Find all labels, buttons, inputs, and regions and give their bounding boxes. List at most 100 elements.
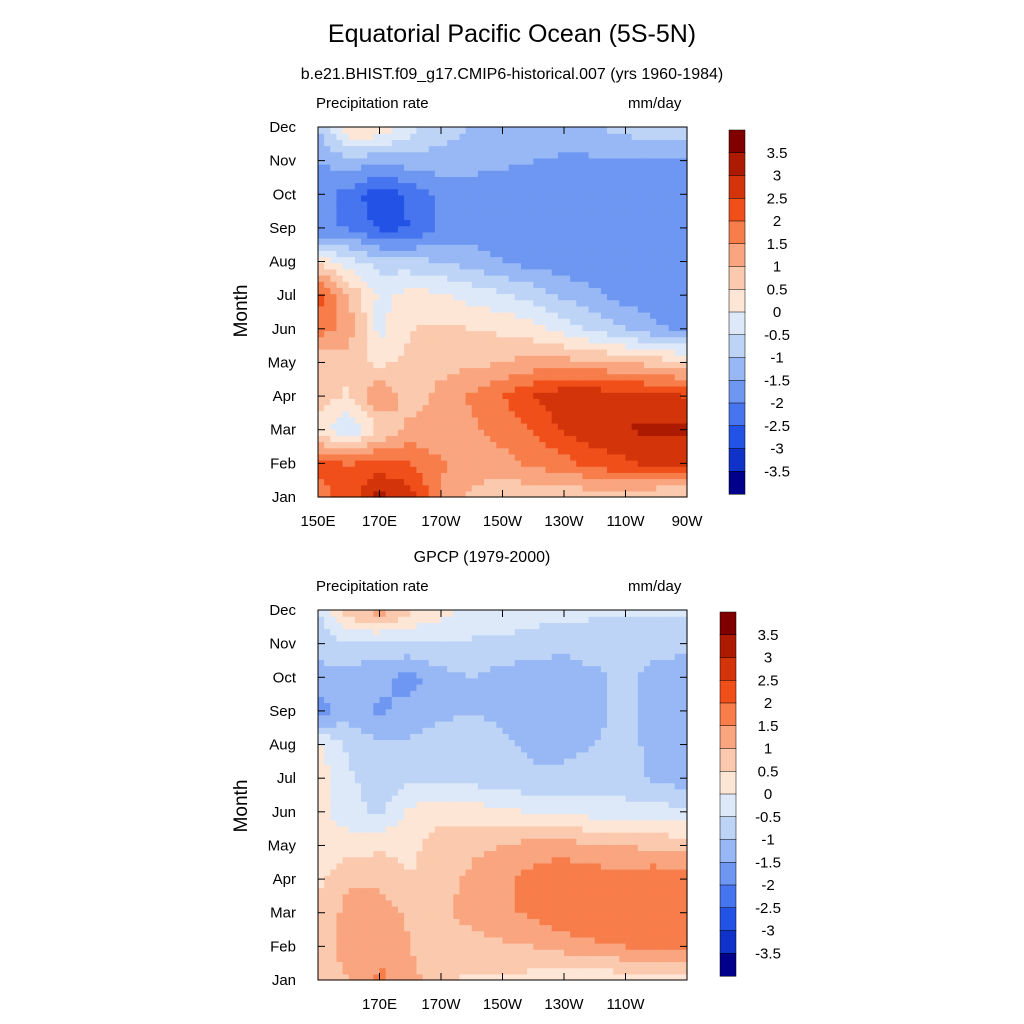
heatmap-cell <box>336 145 344 153</box>
heatmap-cell <box>453 293 461 301</box>
heatmap-cell <box>551 250 559 258</box>
heatmap-cell <box>643 967 651 975</box>
heatmap-cell <box>471 336 479 344</box>
heatmap-cell <box>570 330 577 338</box>
heatmap-cell <box>600 145 608 153</box>
heatmap-cell <box>600 484 608 492</box>
heatmap-cell <box>668 299 676 307</box>
heatmap-cell <box>410 213 417 221</box>
heatmap-cell <box>650 460 657 467</box>
heatmap-cell <box>570 127 577 134</box>
heatmap-cell <box>447 238 454 245</box>
heatmap-cell <box>348 386 356 393</box>
heatmap-cell <box>594 305 602 313</box>
heatmap-cell <box>391 392 399 399</box>
heatmap-cell <box>594 887 602 895</box>
heatmap-cell <box>539 312 547 319</box>
heatmap-cell <box>348 157 356 165</box>
heatmap-cell <box>650 453 657 461</box>
heatmap-cell <box>453 435 461 443</box>
heatmap-cell <box>354 170 362 177</box>
heatmap-cell <box>459 213 467 221</box>
heatmap-cell <box>643 404 651 412</box>
heatmap-cell <box>404 201 411 208</box>
heatmap-cell <box>607 869 614 876</box>
heatmap-cell <box>471 484 479 492</box>
heatmap-cell <box>410 133 417 140</box>
heatmap-cell <box>465 225 473 233</box>
heatmap-cell <box>539 336 547 344</box>
heatmap-cell <box>545 133 553 140</box>
heatmap-cell <box>570 386 577 393</box>
heatmap-cell <box>447 887 454 895</box>
heatmap-cell <box>496 949 504 956</box>
heatmap-cell <box>330 324 338 332</box>
heatmap-cell <box>391 429 399 436</box>
heatmap-cell <box>361 850 368 858</box>
heatmap-cell <box>607 238 614 245</box>
heatmap-cell <box>600 293 608 301</box>
heatmap-cell <box>348 460 356 467</box>
heatmap-cell <box>656 875 663 882</box>
heatmap-cell <box>570 373 577 381</box>
heatmap-cell <box>447 850 454 858</box>
heatmap-cell <box>662 281 670 288</box>
heatmap-cell <box>508 379 516 387</box>
heatmap-cell <box>422 275 430 282</box>
heatmap-cell <box>484 133 491 140</box>
heatmap-cell <box>434 336 442 344</box>
heatmap-cell <box>570 912 577 919</box>
heatmap-cell <box>441 478 448 486</box>
heatmap-cell <box>465 287 473 295</box>
heatmap-cell <box>379 392 387 399</box>
heatmap-cell <box>336 293 344 301</box>
heatmap-cell <box>508 410 516 418</box>
heatmap-cell <box>318 924 325 932</box>
heatmap-cell <box>416 361 424 369</box>
heatmap-cell <box>459 201 467 208</box>
heatmap-cell <box>459 293 467 301</box>
heatmap-cell <box>539 139 547 147</box>
heatmap-cell <box>613 275 620 282</box>
heatmap-cell <box>607 881 614 889</box>
heatmap-cell <box>336 324 344 332</box>
heatmap-cell <box>391 404 399 412</box>
heatmap-cell <box>502 262 510 270</box>
heatmap-cell <box>656 856 663 864</box>
heatmap-cell <box>422 305 430 313</box>
heatmap-cell <box>318 869 325 876</box>
heatmap-cell <box>373 899 381 907</box>
heatmap-cell <box>625 312 633 319</box>
heatmap-cell <box>354 305 362 313</box>
heatmap-cell <box>637 324 645 332</box>
heatmap-cell <box>354 281 362 288</box>
heatmap-cell <box>404 262 411 270</box>
heatmap-cell <box>662 893 670 901</box>
heatmap-cell <box>576 355 584 362</box>
heatmap-cell <box>397 460 405 467</box>
heatmap-cell <box>441 139 448 147</box>
heatmap-cell <box>557 287 565 295</box>
heatmap-cell <box>397 850 405 858</box>
heatmap-cell <box>397 906 405 913</box>
heatmap-cell <box>514 899 522 907</box>
heatmap-cell <box>484 293 491 301</box>
heatmap-cell <box>594 170 602 177</box>
heatmap-cell <box>428 170 436 177</box>
heatmap-cell <box>391 238 399 245</box>
heatmap-cell <box>447 361 454 369</box>
heatmap-cell <box>551 361 559 369</box>
heatmap-cell <box>373 367 381 375</box>
heatmap-cell <box>662 875 670 882</box>
heatmap-cell <box>668 453 676 461</box>
heatmap-cell <box>637 219 645 227</box>
heatmap-cell <box>318 268 325 276</box>
heatmap-cell <box>453 967 461 975</box>
heatmap-cell <box>397 893 405 901</box>
heatmap-cell <box>410 423 417 430</box>
heatmap-cell <box>564 145 571 153</box>
heatmap-cell <box>527 906 534 913</box>
heatmap-cell <box>397 151 405 159</box>
heatmap-cell <box>385 410 393 418</box>
heatmap-cell <box>477 875 485 882</box>
